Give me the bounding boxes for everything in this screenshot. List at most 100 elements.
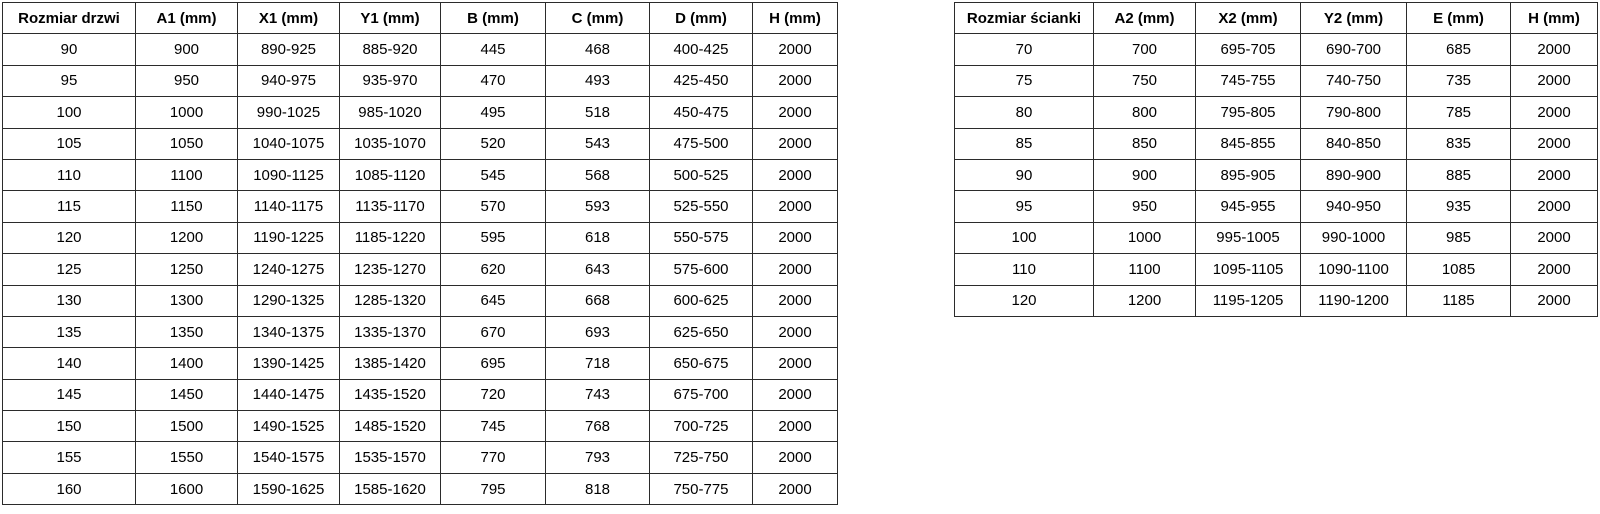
table-cell: 493 [545, 64, 650, 98]
table-cell: 950 [1093, 190, 1196, 223]
table-cell: 2000 [1510, 33, 1598, 66]
table-cell: 2000 [752, 347, 838, 380]
table-cell: 2000 [1510, 158, 1598, 192]
table-row: 135 1350 1340-1375 1335-1370 670 693 625-650 20… [2, 315, 838, 349]
table-cell: 1085-1120 [339, 158, 441, 192]
table-cell: 625-650 [649, 315, 753, 349]
table-cell: 1035-1070 [339, 127, 441, 160]
table-cell: 895-905 [1195, 158, 1301, 192]
table-cell: 795 [440, 472, 546, 506]
table-cell: 105 [2, 127, 136, 160]
table-cell: 1540-1575 [237, 441, 340, 474]
table-cell: 1185 [1406, 284, 1511, 317]
table-cell: 545 [440, 158, 546, 192]
table-cell: 800 [1093, 96, 1196, 129]
table-cell: 1535-1570 [339, 441, 441, 474]
table-cell: 990-1025 [237, 96, 340, 129]
table-cell: 620 [440, 253, 546, 286]
table-cell: 668 [545, 284, 650, 317]
table-cell: 740-750 [1300, 64, 1407, 98]
table-cell: 1500 [135, 410, 238, 443]
table-row: 95 950 940-975 935-970 470 493 425-450 2000 [2, 64, 838, 98]
table-cell: 940-950 [1300, 190, 1407, 223]
table-cell: 985-1020 [339, 96, 441, 129]
table-cell: 1100 [1093, 253, 1196, 286]
table-cell: 575-600 [649, 253, 753, 286]
table-cell: 745-755 [1195, 64, 1301, 98]
table-cell: 2000 [1510, 127, 1598, 160]
table-cell: 1085 [1406, 253, 1511, 286]
table-cell: 1190-1200 [1300, 284, 1407, 317]
table-cell: 1550 [135, 441, 238, 474]
table-cell: 693 [545, 315, 650, 349]
table-cell: 690-700 [1300, 33, 1407, 66]
table-row: 145 1450 1440-1475 1435-1520 720 743 675-700 20… [2, 378, 838, 412]
table-cell: 1150 [135, 190, 238, 223]
table-cell: 1135-1170 [339, 190, 441, 223]
table-cell: 835 [1406, 127, 1511, 160]
table-cell: 1400 [135, 347, 238, 380]
table-cell: 2000 [752, 253, 838, 286]
table-cell: 595 [440, 221, 546, 255]
table-cell: 890-925 [237, 33, 340, 66]
table-cell: 2000 [1510, 253, 1598, 286]
header-row: Rozmiar ścianki A2 (mm) X2 (mm) Y2 (mm) E (m… [954, 1, 1598, 35]
table-cell: 468 [545, 33, 650, 66]
table-cell: 840-850 [1300, 127, 1407, 160]
header-cell: D (mm) [649, 1, 753, 35]
table-cell: 940-975 [237, 64, 340, 98]
table-cell: 885 [1406, 158, 1511, 192]
table-cell: 1435-1520 [339, 378, 441, 412]
table-cell: 685 [1406, 33, 1511, 66]
table-row: 85 850 845-855 840-850 835 2000 [954, 127, 1598, 160]
table-cell: 2000 [752, 96, 838, 129]
table-cell: 1485-1520 [339, 410, 441, 443]
table-cell: 140 [2, 347, 136, 380]
table-cell: 1385-1420 [339, 347, 441, 380]
table-row: 130 1300 1290-1325 1285-1320 645 668 600-625 20… [2, 284, 838, 317]
table-cell: 155 [2, 441, 136, 474]
table-cell: 2000 [752, 221, 838, 255]
table-cell: 2000 [1510, 190, 1598, 223]
table-row: 110 1100 1095-1105 1090-1100 1085 2000 [954, 253, 1598, 286]
table-row: 70 700 695-705 690-700 685 2000 [954, 33, 1598, 66]
table-cell: 785 [1406, 96, 1511, 129]
table-cell: 1285-1320 [339, 284, 441, 317]
table-cell: 1600 [135, 472, 238, 506]
header-cell: H (mm) [752, 1, 838, 35]
table-cell: 745 [440, 410, 546, 443]
header-cell: X1 (mm) [237, 1, 340, 35]
table-row: 105 1050 1040-1075 1035-1070 520 543 475-500 20… [2, 127, 838, 160]
table-cell: 475-500 [649, 127, 753, 160]
table-row: 110 1100 1090-1125 1085-1120 545 568 500-525 20… [2, 158, 838, 192]
table-cell: 110 [2, 158, 136, 192]
table-row: 100 1000 995-1005 990-1000 985 2000 [954, 221, 1598, 255]
table-cell: 695 [440, 347, 546, 380]
table-cell: 750-775 [649, 472, 753, 506]
table-cell: 2000 [752, 472, 838, 506]
header-cell: X2 (mm) [1195, 1, 1301, 35]
table-row: 120 1200 1190-1225 1185-1220 595 618 550-575 20… [2, 221, 838, 255]
table-cell: 2000 [752, 441, 838, 474]
table-cell: 2000 [752, 190, 838, 223]
header-cell: C (mm) [545, 1, 650, 35]
table-cell: 793 [545, 441, 650, 474]
table-cell: 445 [440, 33, 546, 66]
table-row: 90 900 890-925 885-920 445 468 400-425 2000 [2, 33, 838, 66]
table-cell: 600-625 [649, 284, 753, 317]
table-cell: 400-425 [649, 33, 753, 66]
table-cell: 2000 [1510, 64, 1598, 98]
table-cell: 720 [440, 378, 546, 412]
table-cell: 1250 [135, 253, 238, 286]
table-row: 140 1400 1390-1425 1385-1420 695 718 650-675 20… [2, 347, 838, 380]
table-row: 75 750 745-755 740-750 735 2000 [954, 64, 1598, 98]
door-size-table: Rozmiar drzwi A1 (mm) X1 (mm) Y1 (mm) B (mm)… [2, 1, 838, 506]
table-cell: 700-725 [649, 410, 753, 443]
table-cell: 570 [440, 190, 546, 223]
table-row: 100 1000 990-1025 985-1020 495 518 450-475 2000 [2, 96, 838, 129]
table-cell: 935-970 [339, 64, 441, 98]
table-cell: 100 [2, 96, 136, 129]
table-cell: 160 [2, 472, 136, 506]
table-cell: 1290-1325 [237, 284, 340, 317]
